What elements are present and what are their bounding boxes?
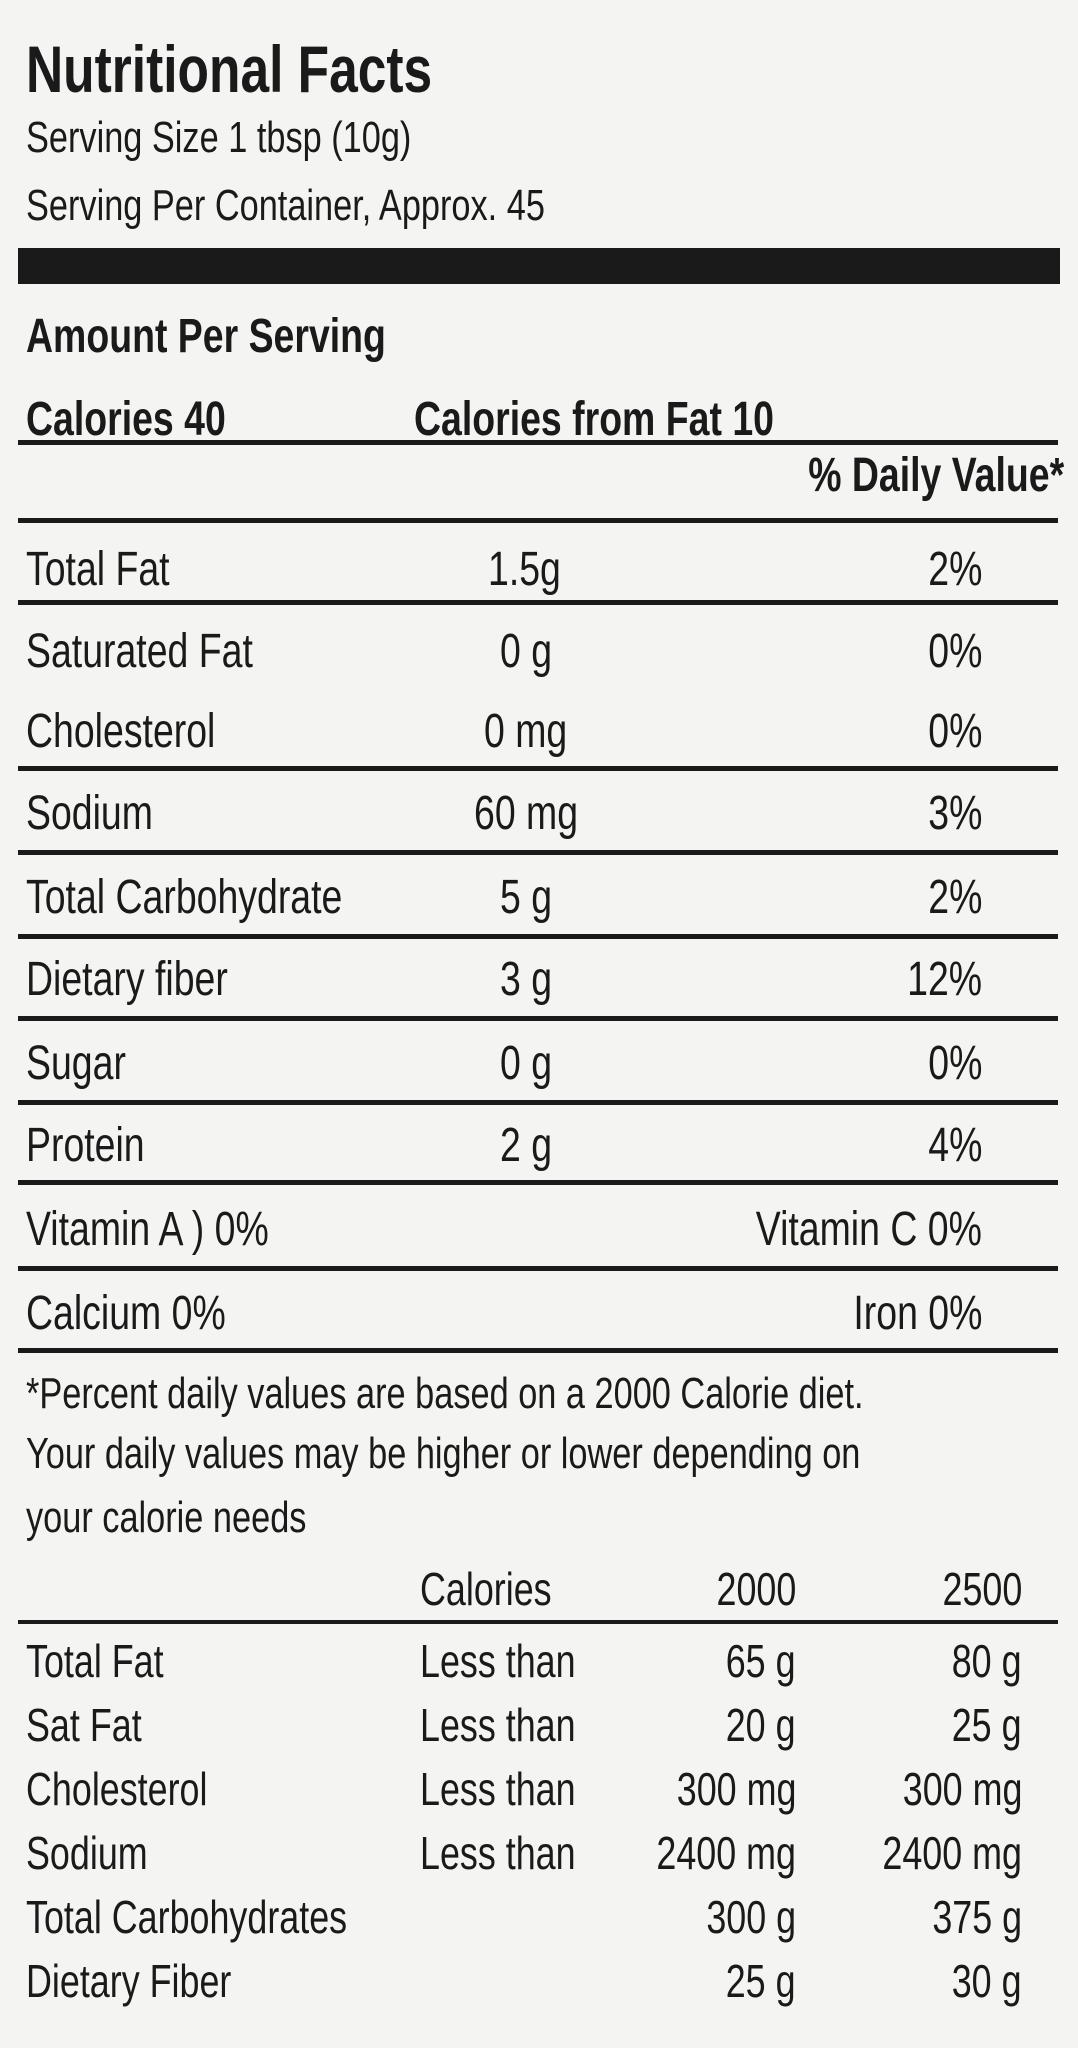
divider: [18, 1620, 1058, 1624]
table-cell-qualifier: Less than: [420, 1763, 576, 1815]
nutrient-name: Saturated Fat: [26, 625, 253, 678]
table-cell-name: Total Fat: [26, 1635, 164, 1687]
table-cell-2000: 25 g: [726, 1955, 796, 2007]
amount-per-serving: Amount Per Serving: [26, 310, 386, 363]
nutrient-dv: 2%: [927, 543, 982, 596]
divider: [18, 1266, 1058, 1271]
serving-size: Serving Size 1 tbsp (10g): [26, 113, 412, 162]
nutrient-amount: 60 mg: [474, 787, 579, 840]
nutrient-dv: 3%: [927, 787, 982, 840]
table-cell-2500: 375 g: [932, 1891, 1022, 1943]
footnote-line: Your daily values may be higher or lower…: [26, 1429, 861, 1478]
table-header-2000: 2000: [716, 1563, 796, 1615]
nutrient-dv: 2%: [927, 871, 982, 924]
footnote-line: *Percent daily values are based on a 200…: [26, 1369, 864, 1418]
table-header-calories: Calories: [420, 1563, 552, 1615]
table-cell-name: Cholesterol: [26, 1763, 208, 1815]
divider: [18, 850, 1058, 855]
divider: [18, 766, 1058, 771]
table-cell-2000: 2400 mg: [656, 1827, 796, 1879]
calcium: Calcium 0%: [26, 1287, 226, 1340]
iron: Iron 0%: [852, 1287, 982, 1340]
table-cell-2500: 25 g: [952, 1699, 1022, 1751]
table-cell-2500: 30 g: [952, 1955, 1022, 2007]
footnote-line: your calorie needs: [26, 1493, 307, 1542]
table-cell-2500: 300 mg: [902, 1763, 1022, 1815]
nutrient-amount: 0 mg: [484, 705, 568, 758]
nutrient-dv: 0%: [927, 625, 982, 678]
table-cell-2500: 80 g: [952, 1635, 1022, 1687]
table-cell-name: Total Carbohydrates: [26, 1891, 348, 1943]
nutrient-name: Total Fat: [26, 543, 170, 596]
thick-divider: [18, 248, 1060, 284]
table-cell-2000: 300 mg: [676, 1763, 796, 1815]
divider: [18, 1100, 1058, 1105]
vitamin-c: Vitamin C 0%: [755, 1203, 982, 1256]
nutrient-dv: 0%: [927, 705, 982, 758]
label-title: Nutritional Facts: [26, 32, 433, 106]
table-cell-name: Sodium: [26, 1827, 148, 1879]
calories-from-fat: Calories from Fat 10: [414, 393, 774, 446]
table-cell-name: Dietary Fiber: [26, 1955, 232, 2007]
divider: [18, 1348, 1058, 1353]
table-cell-qualifier: Less than: [420, 1827, 576, 1879]
divider: [18, 600, 1058, 605]
table-cell-qualifier: Less than: [420, 1699, 576, 1751]
nutrient-dv: 12%: [907, 953, 982, 1006]
divider: [18, 1016, 1058, 1021]
divider: [18, 440, 1058, 445]
table-cell-2000: 20 g: [726, 1699, 796, 1751]
divider: [18, 934, 1058, 939]
table-cell-2500: 2400 mg: [882, 1827, 1022, 1879]
nutrient-dv: 4%: [927, 1119, 982, 1172]
table-cell-2000: 300 g: [706, 1891, 796, 1943]
nutrient-name: Sodium: [26, 787, 153, 840]
nutrient-name: Cholesterol: [26, 705, 216, 758]
daily-value-header: % Daily Value*: [808, 449, 1064, 502]
vitamin-a: Vitamin A ) 0%: [26, 1203, 269, 1256]
table-cell-qualifier: Less than: [420, 1635, 576, 1687]
table-cell-name: Sat Fat: [26, 1699, 142, 1751]
table-cell-2000: 65 g: [726, 1635, 796, 1687]
nutrient-name: Dietary fiber: [26, 953, 228, 1006]
nutrient-amount: 1.5g: [488, 543, 561, 596]
nutrient-name: Total Carbohydrate: [26, 871, 343, 924]
nutrient-amount: 0 g: [500, 1037, 553, 1090]
nutrient-dv: 0%: [927, 1037, 982, 1090]
nutrient-amount: 5 g: [500, 871, 553, 924]
nutrient-name: Sugar: [26, 1037, 126, 1090]
nutrient-amount: 2 g: [500, 1119, 553, 1172]
divider: [18, 518, 1058, 523]
nutrient-amount: 3 g: [500, 953, 553, 1006]
nutrient-name: Protein: [26, 1119, 145, 1172]
nutrient-amount: 0 g: [500, 625, 553, 678]
table-header-2500: 2500: [942, 1563, 1022, 1615]
servings-per-container: Serving Per Container, Approx. 45: [26, 181, 545, 230]
calories: Calories 40: [26, 393, 226, 446]
divider: [18, 1180, 1058, 1185]
